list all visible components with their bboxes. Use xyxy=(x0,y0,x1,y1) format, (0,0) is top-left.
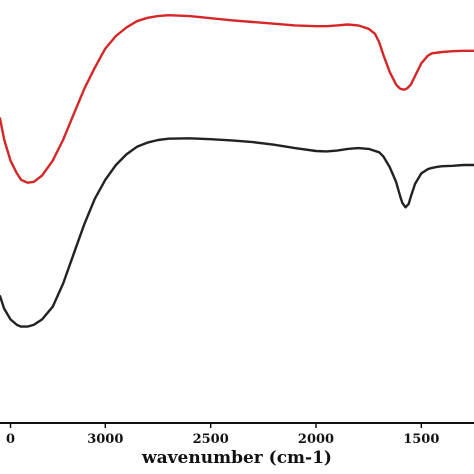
series-layer xyxy=(0,14,474,328)
series-line-2 xyxy=(0,137,474,328)
x-ticks: 3000 2500 2000 1500 0 xyxy=(6,423,439,447)
x-tick-label: 2000 xyxy=(298,432,334,447)
x-tick-label: 0 xyxy=(6,432,15,447)
x-tick-label: 1500 xyxy=(403,432,439,447)
x-axis-title: wavenumber (cm-1) xyxy=(141,448,332,468)
x-tick-label: 2500 xyxy=(193,432,229,447)
series-line-1 xyxy=(0,14,474,184)
x-tick-label: 3000 xyxy=(87,432,123,447)
